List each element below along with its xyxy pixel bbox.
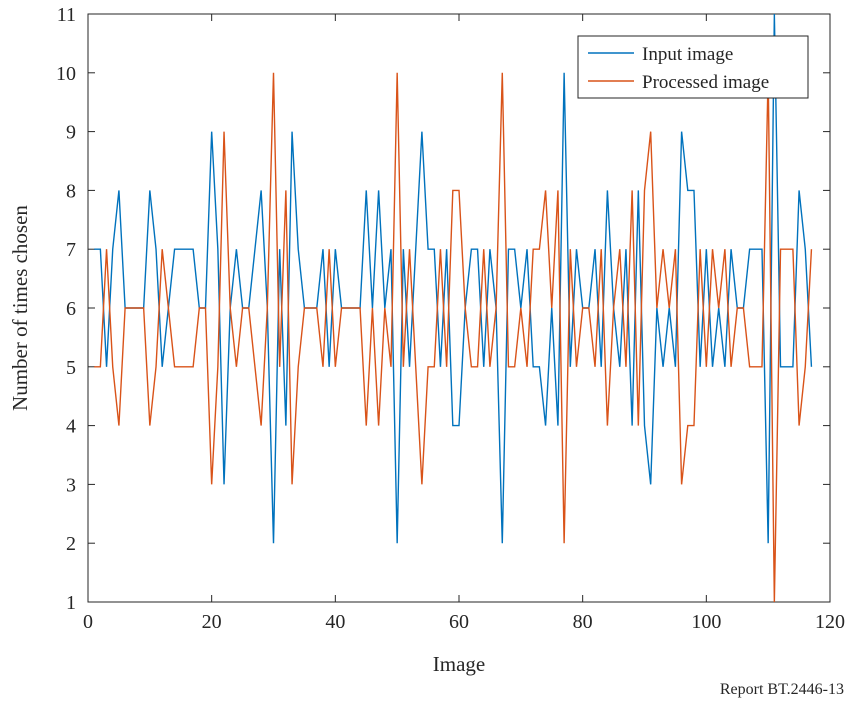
series-line-processed-image (94, 72, 813, 603)
y-tick-label: 5 (66, 357, 76, 379)
report-id: Report BT.2446-13 (719, 681, 844, 698)
x-tick-label: 100 (691, 611, 721, 633)
series-lines (94, 13, 813, 603)
y-tick-label: 10 (56, 63, 76, 85)
y-tick-label: 2 (66, 533, 76, 555)
x-tick-label: 120 (815, 611, 845, 633)
axis-tick-labels: 0 20 40 60 80 100 120 1 2 3 4 5 6 7 8 9 10 11 (56, 4, 845, 633)
series-line-input-image (94, 13, 813, 544)
x-tick-label: 60 (449, 611, 469, 633)
legend-label-input: Input image (642, 44, 733, 65)
plot-area (87, 13, 831, 603)
y-axis-label: Number of times chosen (8, 205, 32, 411)
y-tick-label: 3 (66, 474, 76, 496)
axis-ticks (87, 13, 831, 603)
y-tick-label: 6 (66, 298, 76, 320)
x-tick-label: 0 (83, 611, 93, 633)
legend-box (577, 35, 809, 99)
y-tick-label: 8 (66, 180, 76, 202)
x-tick-label: 20 (202, 611, 222, 633)
y-tick-label: 9 (66, 122, 76, 144)
y-tick-label: 7 (66, 239, 76, 261)
y-tick-label: 4 (66, 416, 76, 438)
x-tick-label: 40 (325, 611, 345, 633)
legend-label-processed: Processed image (642, 72, 769, 93)
y-tick-label: 11 (57, 4, 76, 26)
legend: Input image Processed image (577, 35, 809, 99)
x-axis-label: Image (433, 652, 485, 676)
y-tick-label: 1 (66, 592, 76, 614)
x-tick-label: 80 (573, 611, 593, 633)
